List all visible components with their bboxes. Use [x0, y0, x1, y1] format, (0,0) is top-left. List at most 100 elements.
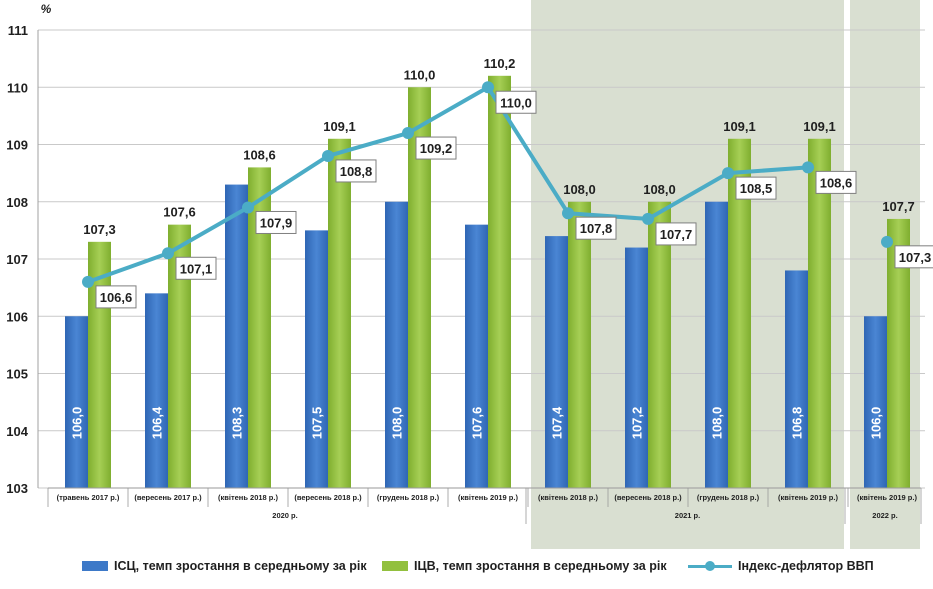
bar-isc-label: 108,3 — [230, 407, 245, 440]
bar-isc — [145, 293, 168, 488]
y-tick-label: 103 — [6, 481, 28, 496]
deflator-marker — [82, 275, 94, 288]
legend-item-deflator[interactable]: Індекс-дефлятор ВВП — [688, 559, 874, 573]
deflator-label-box — [894, 245, 933, 269]
deflator-marker — [242, 201, 254, 214]
deflator-marker — [562, 207, 574, 220]
deflator-label: 107,7 — [660, 227, 693, 242]
group-label: 2021 р. — [675, 511, 700, 520]
bar-isc-label: 107,6 — [470, 407, 485, 440]
deflator-marker — [802, 161, 814, 174]
bar-icv — [808, 138, 831, 488]
bar-isc — [705, 201, 728, 488]
deflator-marker — [722, 167, 734, 180]
bar-icv — [328, 138, 351, 488]
deflator-label: 107,8 — [580, 221, 613, 236]
deflator-label-box — [735, 176, 777, 200]
bar-isc — [785, 270, 808, 488]
bar-isc-label: 107,5 — [310, 407, 325, 440]
category-label: (травень 2017 р.) — [57, 493, 120, 502]
bar-isc — [625, 247, 648, 488]
bar-icv — [728, 138, 751, 488]
y-tick-label: 110 — [7, 80, 28, 95]
legend-label-deflator: Індекс-дефлятор ВВП — [738, 559, 874, 573]
deflator-marker — [482, 81, 494, 94]
bar-isc-label: 106,0 — [869, 407, 884, 440]
bar-icv-label: 108,6 — [243, 147, 276, 162]
deflator-label-box — [175, 256, 217, 280]
y-tick-label: 108 — [6, 195, 28, 210]
bar-isc — [864, 316, 887, 488]
bar-icv-label: 109,1 — [803, 119, 836, 134]
bar-icv-label: 107,3 — [83, 222, 116, 237]
bar-icv-label: 109,1 — [723, 119, 756, 134]
bar-icv — [568, 201, 591, 488]
y-tick-label: 107 — [6, 252, 28, 267]
category-label: (квітень 2018 р.) — [538, 493, 598, 502]
deflator-label: 109,2 — [420, 141, 453, 156]
category-label: (вересень 2017 р.) — [134, 493, 202, 502]
deflator-label: 106,6 — [100, 290, 133, 305]
deflator-label: 107,3 — [899, 250, 932, 265]
group-label: 2022 р. — [872, 511, 897, 520]
y-tick-label: 104 — [6, 424, 28, 439]
category-label: (вересень 2018 р.) — [614, 493, 682, 502]
deflator-marker — [642, 212, 654, 225]
legend-swatch-isc — [82, 561, 108, 571]
deflator-label: 107,9 — [260, 215, 293, 230]
bar-isc-label: 106,8 — [790, 407, 805, 440]
deflator-label: 108,6 — [820, 175, 853, 190]
deflator-marker — [322, 149, 334, 162]
bar-isc — [225, 184, 248, 488]
bar-isc — [545, 236, 568, 488]
bar-isc — [65, 316, 88, 488]
bar-icv — [488, 75, 511, 489]
legend-item-isc[interactable]: ІСЦ, темп зростання в середньому за рік — [82, 559, 367, 573]
bar-isc — [385, 201, 408, 488]
y-tick-label: 109 — [6, 138, 28, 153]
bar-icv-label: 107,6 — [163, 205, 196, 220]
legend-item-icv[interactable]: ІЦВ, темп зростання в середньому за рік — [382, 559, 667, 573]
deflator-label-box — [815, 170, 857, 194]
bar-isc-label: 107,2 — [630, 407, 645, 440]
legend-swatch-icv — [382, 561, 408, 571]
bar-icv-label: 108,0 — [643, 182, 676, 197]
deflator-label-box — [335, 159, 377, 183]
deflator-label: 108,8 — [340, 164, 373, 179]
bar-isc-label: 106,4 — [150, 406, 165, 439]
deflator-label: 108,5 — [740, 181, 773, 196]
deflator-label-box — [255, 210, 297, 234]
bar-isc-label: 108,0 — [390, 407, 405, 440]
legend-swatch-deflator — [688, 561, 732, 571]
bar-icv — [408, 87, 431, 488]
legend-label-icv: ІЦВ, темп зростання в середньому за рік — [414, 559, 667, 573]
bar-isc-label: 108,0 — [710, 407, 725, 440]
category-label: (квітень 2019 р.) — [778, 493, 838, 502]
legend-label-isc: ІСЦ, темп зростання в середньому за рік — [114, 559, 367, 573]
category-label: (квітень 2018 р.) — [218, 493, 278, 502]
bar-icv — [248, 167, 271, 488]
y-tick-label: 111 — [8, 23, 28, 38]
bar-icv-label: 108,0 — [563, 182, 596, 197]
group-label: 2020 р. — [272, 511, 297, 520]
deflator-label-box — [495, 90, 537, 114]
deflator-label-box — [95, 285, 137, 309]
deflator-label-box — [575, 216, 617, 240]
legend: ІСЦ, темп зростання в середньому за рік … — [0, 556, 933, 580]
deflator-marker — [162, 247, 174, 260]
y-unit-label: % — [41, 2, 52, 16]
deflator-line — [87, 85, 809, 284]
category-label: (вересень 2018 р.) — [294, 493, 362, 502]
bar-icv — [648, 201, 671, 488]
bar-isc — [465, 224, 488, 488]
deflator-marker — [881, 235, 893, 248]
bar-isc — [305, 230, 328, 488]
y-tick-label: 105 — [6, 367, 28, 382]
deflator-label-box — [415, 136, 457, 160]
bar-icv-label: 110,0 — [404, 67, 436, 82]
category-label: (квітень 2019 р.) — [857, 493, 917, 502]
deflator-label: 110,0 — [500, 95, 532, 110]
bar-isc-label: 107,4 — [550, 406, 565, 439]
deflator-label-box — [655, 222, 697, 246]
bar-icv — [168, 224, 191, 488]
